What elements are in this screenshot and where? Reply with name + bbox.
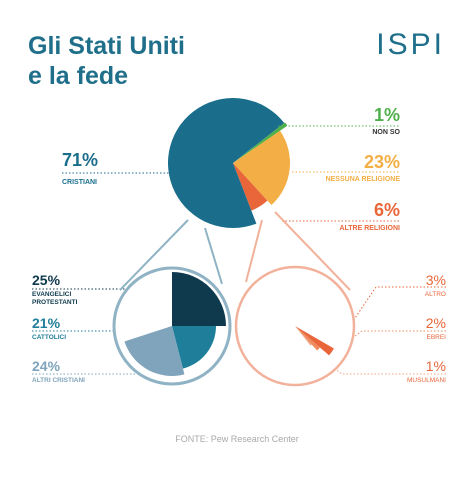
- guide-ebrei: [325, 330, 446, 358]
- slice-altri-cristiani: [124, 326, 185, 376]
- label-altro-value: 3%: [426, 272, 446, 288]
- label-musulmani-value: 1%: [426, 358, 446, 374]
- christian-breakdown-pie: [112, 266, 232, 386]
- label-altre-name: ALTRE RELIGIONI: [339, 225, 400, 232]
- title-line-2: e la fede: [28, 62, 128, 90]
- label-altre-value: 6%: [374, 200, 400, 220]
- label-ebrei-value: 2%: [426, 315, 446, 331]
- label-ebrei-name: EBREI: [426, 334, 446, 341]
- slice-ebrei: [295, 326, 320, 351]
- slice-nessuna-religione: [233, 130, 290, 206]
- label-evangelici-value: 25%: [32, 272, 61, 288]
- christian-funnel: [119, 219, 223, 291]
- title-line-1: Gli Stati Uniti: [28, 32, 185, 60]
- other-religions-breakdown-pie: [234, 265, 356, 387]
- label-nonso-name: NON SO: [372, 129, 400, 136]
- label-cattolici-name: CATTOLICI: [32, 334, 66, 341]
- slice-musulmani: [295, 326, 312, 346]
- label-evangelici-name-1: EVANGELICI: [32, 291, 71, 298]
- slice-altre-religioni: [233, 163, 268, 211]
- label-altri-cristiani-value: 24%: [32, 358, 61, 374]
- label-altri-cristiani-name: ALTRI CRISTIANI: [32, 377, 85, 384]
- main-pie: [167, 97, 290, 228]
- other-religions-funnel: [245, 211, 351, 291]
- slice-non-so: [233, 122, 288, 163]
- label-cristiani-name: CRISTIANI: [62, 179, 97, 186]
- funnel-lines: [119, 211, 351, 291]
- label-nessuna-name: NESSUNA RELIGIONE: [326, 176, 401, 183]
- source-note: FONTE: Pew Research Center: [175, 434, 299, 444]
- ispi-logo: ISPI: [376, 28, 445, 61]
- label-nessuna-value: 23%: [364, 152, 400, 172]
- label-cattolici-value: 21%: [32, 315, 61, 331]
- slice-cristiani: [167, 97, 285, 228]
- slice-altro: [295, 326, 334, 356]
- label-evangelici-name-2: PROTESTANTI: [32, 299, 78, 306]
- slice-evangelici: [172, 272, 226, 326]
- label-cristiani-value: 71%: [62, 150, 98, 170]
- slice-cattolici: [172, 326, 216, 369]
- label-altro-name: ALTRO: [425, 291, 446, 298]
- label-musulmani-name: MUSULMANI: [407, 377, 446, 384]
- guide-altro: [329, 286, 446, 356]
- label-nonso-value: 1%: [374, 105, 400, 125]
